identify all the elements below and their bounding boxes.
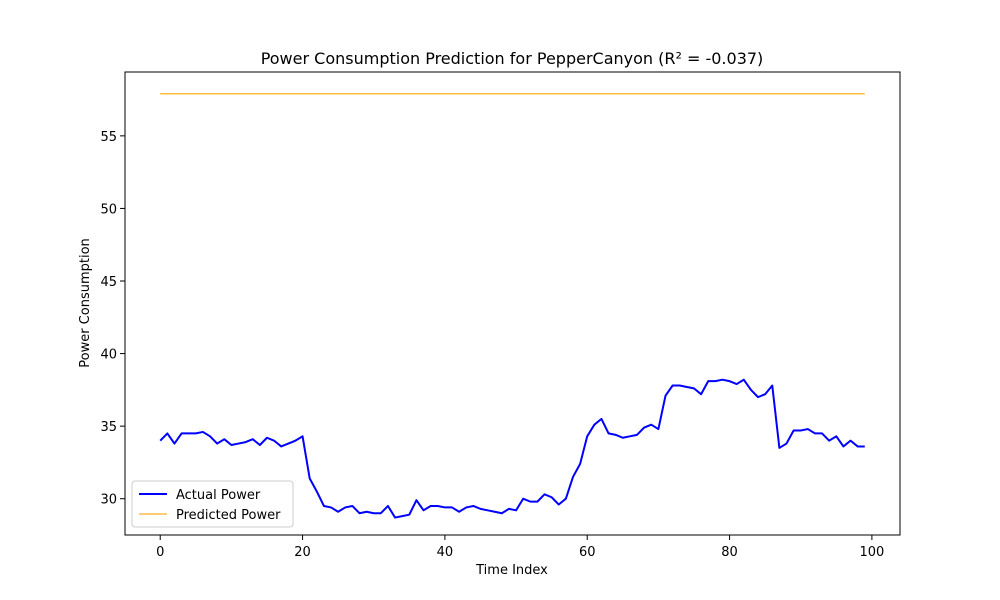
x-tick-label: 0 [156,545,164,560]
plot-frame [124,71,901,536]
x-tick-label: 80 [721,545,738,560]
y-tick-label: 35 [100,420,117,435]
y-tick-label: 55 [100,130,117,145]
x-tick-label: 20 [294,545,311,560]
x-tick-label: 40 [437,545,454,560]
x-axis-label: Time Index [475,563,548,578]
y-tick-label: 40 [100,348,117,363]
x-tick-label: 100 [859,545,884,560]
plot-area [124,71,901,536]
y-tick-label: 45 [100,275,117,290]
y-tick-label: 50 [100,202,117,217]
legend-box [131,480,294,528]
series-line-actual-power [159,378,865,519]
chart-title: Power Consumption Prediction for PepperC… [261,49,764,68]
y-axis-label: Power Consumption [78,238,93,368]
x-axis-ticks: 0 20 40 60 80 100 [156,535,884,560]
legend-label: Actual Power [176,488,261,503]
y-axis-ticks: 30 35 40 45 50 55 [100,130,125,508]
legend: Actual Power Predicted Power [131,480,294,528]
x-tick-label: 60 [579,545,596,560]
y-tick-label: 30 [100,493,117,508]
legend-label: Predicted Power [176,508,281,523]
